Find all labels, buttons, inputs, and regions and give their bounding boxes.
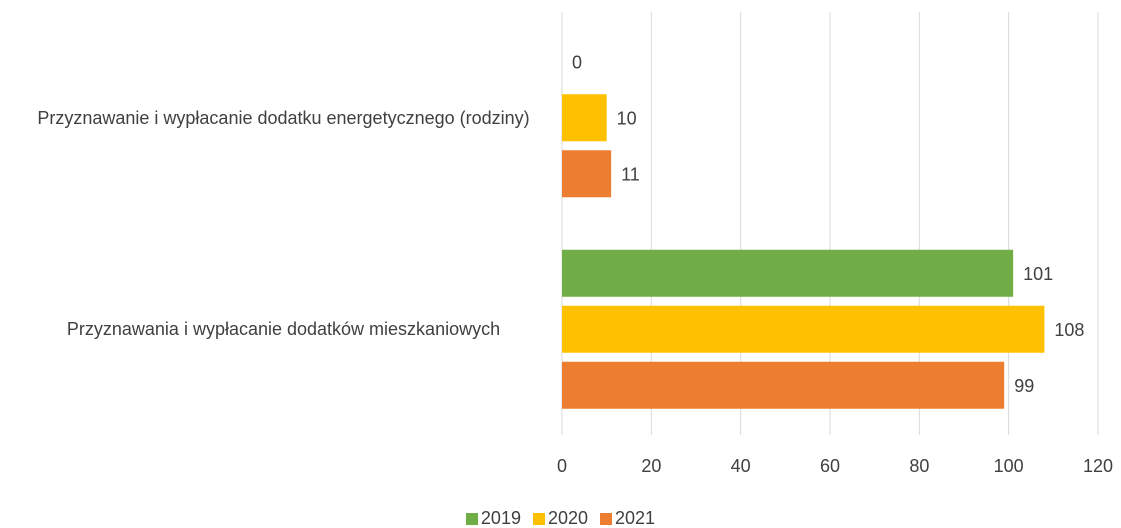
category-label: Przyznawanie i wypłacanie dodatku energe… <box>37 107 530 128</box>
bar <box>562 150 612 198</box>
x-tick-label: 100 <box>994 456 1024 476</box>
category-label: Przyznawania i wypłacanie dodatków miesz… <box>66 319 501 340</box>
data-label: 99 <box>1014 376 1034 396</box>
legend-item: 2019 <box>465 508 521 528</box>
legend-label: 2019 <box>480 508 521 528</box>
data-label: 108 <box>1054 320 1084 340</box>
x-tick-label: 0 <box>557 456 567 476</box>
legend-item: 2021 <box>600 508 655 528</box>
bar <box>562 249 1014 297</box>
legend-swatch <box>532 512 545 525</box>
data-label: 101 <box>1023 264 1053 284</box>
x-tick-label: 40 <box>731 456 751 476</box>
bar <box>562 305 1045 353</box>
legend: 2019 2020 2021 <box>0 508 1121 528</box>
data-label: 10 <box>617 109 637 129</box>
x-tick-label: 120 <box>1083 456 1113 476</box>
legend-swatch <box>465 512 478 525</box>
data-label: 0 <box>572 53 582 73</box>
bar <box>562 94 607 142</box>
x-tick-label: 60 <box>820 456 840 476</box>
bar <box>562 361 1005 409</box>
legend-item: 2020 <box>532 508 589 528</box>
legend-label: 2021 <box>615 508 656 528</box>
legend-label: 2020 <box>547 508 589 528</box>
x-tick-label: 80 <box>909 456 929 476</box>
x-tick-label: 20 <box>641 456 661 476</box>
data-label: 11 <box>621 165 640 185</box>
legend-swatch <box>600 512 613 525</box>
